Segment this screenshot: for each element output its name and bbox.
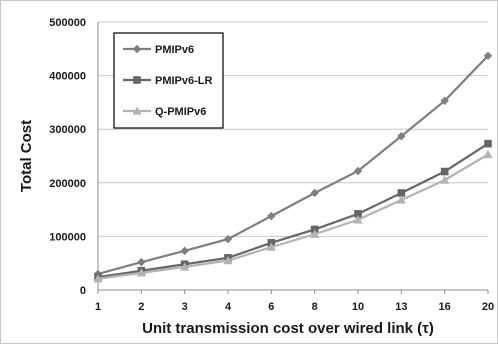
legend-marker bbox=[133, 76, 141, 84]
legend-label: Q-PMIPv6 bbox=[155, 106, 206, 118]
y-tick-label: 300000 bbox=[49, 124, 86, 136]
x-tick-label: 3 bbox=[182, 301, 188, 313]
data-point bbox=[266, 242, 276, 251]
data-point bbox=[137, 257, 146, 267]
x-tick-label: 16 bbox=[439, 301, 451, 313]
data-point bbox=[396, 195, 406, 204]
data-point bbox=[180, 246, 189, 256]
y-tick-label: 0 bbox=[80, 285, 86, 297]
data-point bbox=[397, 189, 406, 197]
data-point bbox=[267, 211, 276, 221]
x-tick-label: 20 bbox=[482, 301, 494, 313]
legend-marker bbox=[132, 106, 142, 115]
data-point bbox=[93, 274, 103, 283]
y-tick-label: 100000 bbox=[49, 231, 86, 243]
x-tick-labels: 1 2 3 4 6 8 10 13 16 20 bbox=[95, 290, 494, 313]
axes bbox=[97, 22, 488, 291]
data-point bbox=[353, 166, 363, 176]
legend-item: Q-PMIPv6 bbox=[123, 106, 206, 118]
series-q-pmipv6 bbox=[93, 149, 493, 283]
x-tick-label: 2 bbox=[138, 301, 144, 313]
data-point bbox=[223, 234, 233, 244]
x-tick-label: 13 bbox=[395, 301, 407, 313]
data-point bbox=[223, 255, 233, 265]
data-point bbox=[310, 225, 319, 234]
data-point bbox=[353, 215, 363, 224]
data-point bbox=[136, 268, 146, 277]
data-point bbox=[440, 96, 449, 105]
legend-label: PMIPv6-LR bbox=[155, 75, 213, 87]
data-point bbox=[440, 175, 450, 184]
data-point bbox=[483, 51, 493, 60]
data-point bbox=[310, 188, 319, 198]
series-pmipv6 bbox=[93, 51, 493, 279]
x-tick-label: 10 bbox=[352, 301, 364, 313]
data-point bbox=[397, 131, 406, 141]
data-point bbox=[484, 139, 492, 148]
y-tick-labels: 0 100000 200000 300000 400000 500000 bbox=[49, 17, 86, 297]
x-tick-label: 6 bbox=[268, 301, 274, 313]
series-line bbox=[97, 55, 489, 275]
data-point bbox=[354, 210, 362, 218]
legend-label: PMIPv6 bbox=[155, 44, 194, 56]
legend-marker bbox=[132, 44, 142, 54]
y-axis-title: Total Cost bbox=[18, 120, 35, 192]
legend-item: PMIPv6-LR bbox=[123, 75, 213, 87]
y-tick-label: 500000 bbox=[49, 17, 86, 29]
data-point bbox=[310, 229, 320, 238]
x-axis-title: Unit transmission cost over wired link (… bbox=[142, 320, 434, 337]
series-line bbox=[97, 142, 489, 279]
series-group bbox=[93, 51, 493, 283]
y-tick-label: 400000 bbox=[49, 71, 86, 83]
data-point bbox=[483, 149, 493, 159]
legend: PMIPv6 PMIPv6-LR Q-PMIPv6 bbox=[113, 32, 224, 129]
series-line bbox=[97, 153, 489, 280]
x-tick-label: 4 bbox=[225, 301, 232, 313]
legend-items: PMIPv6 PMIPv6-LR Q-PMIPv6 bbox=[123, 44, 213, 118]
data-point bbox=[180, 262, 190, 271]
data-point bbox=[440, 167, 449, 176]
x-tick-label: 8 bbox=[312, 301, 318, 313]
y-tick-label: 200000 bbox=[49, 178, 86, 190]
x-tick-label: 1 bbox=[95, 301, 101, 313]
legend-item: PMIPv6 bbox=[123, 44, 194, 56]
